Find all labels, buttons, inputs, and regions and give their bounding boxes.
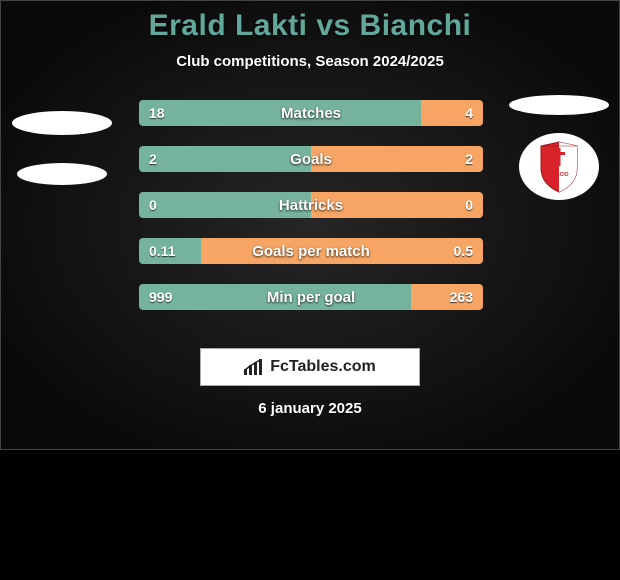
stat-right-value: 0	[311, 192, 483, 218]
svg-text:CALCIO: CALCIO	[549, 172, 568, 178]
stat-row: 00Hattricks	[139, 192, 483, 218]
stat-left-value: 999	[139, 284, 411, 310]
page-title: Erald Lakti vs Bianchi	[1, 9, 619, 43]
stat-left-value: 2	[139, 146, 311, 172]
date-label: 6 january 2025	[1, 400, 619, 417]
player-placeholder-icon	[509, 95, 609, 115]
shield-icon: CALCIO	[537, 140, 581, 194]
stat-bars: 184Matches 22Goals 00Hattricks 0.110.5Goals…	[139, 100, 483, 330]
stat-row: 184Matches	[139, 100, 483, 126]
stat-row: 0.110.5Goals per match	[139, 238, 483, 264]
subtitle: Club competitions, Season 2024/2025	[1, 53, 619, 70]
stat-left-value: 0	[139, 192, 311, 218]
right-player-avatar: CALCIO	[506, 95, 611, 200]
stat-right-value: 0.5	[201, 238, 483, 264]
brand-label: FcTables.com	[270, 358, 376, 376]
stat-right-value: 4	[421, 100, 483, 126]
comparison-card: Erald Lakti vs Bianchi Club competitions…	[0, 0, 620, 450]
stats-area: CALCIO 184Matches22Goals00Hattricks0.110…	[1, 100, 619, 330]
club-placeholder-icon	[17, 163, 107, 185]
stat-left-value: 0.11	[139, 238, 201, 264]
left-player-avatar	[9, 95, 114, 200]
stat-left-value: 18	[139, 100, 421, 126]
stat-row: 22Goals	[139, 146, 483, 172]
brand-badge[interactable]: FcTables.com	[200, 348, 420, 386]
stat-right-value: 2	[311, 146, 483, 172]
stat-row: 999263Min per goal	[139, 284, 483, 310]
player-placeholder-icon	[12, 111, 112, 135]
club-badge: CALCIO	[519, 133, 599, 200]
chart-icon	[244, 359, 264, 375]
stat-right-value: 263	[411, 284, 483, 310]
